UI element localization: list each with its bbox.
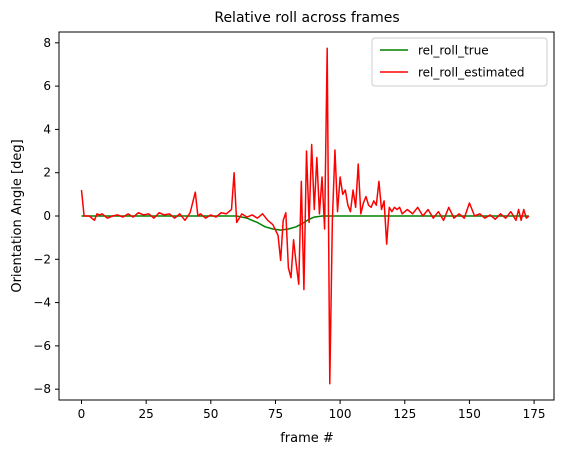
y-tick-label: 2 <box>43 166 51 180</box>
x-axis-label: frame # <box>280 431 334 446</box>
legend-box <box>371 37 548 87</box>
legend-label: rel_roll_true <box>418 44 489 58</box>
legend-label: rel_roll_estimated <box>418 66 525 80</box>
y-tick-label: 8 <box>43 36 51 50</box>
ticks-layer: 0 25 50 75 100 125 150 175 −8 −6 −4 −2 0 2 4 6 8 <box>33 36 545 421</box>
x-tick-label: 175 <box>523 407 546 421</box>
legend: rel_roll_true rel_roll_estimated <box>371 37 548 87</box>
y-tick-label: −4 <box>33 296 51 310</box>
x-tick-label: 25 <box>139 407 154 421</box>
chart-title: Relative roll across frames <box>214 10 399 26</box>
plot-frame <box>58 31 555 401</box>
x-tick-label: 150 <box>458 407 481 421</box>
series-line-rel-roll-estimated <box>80 47 530 385</box>
series-line-rel-roll-true <box>81 215 529 231</box>
x-tick-label: 125 <box>393 407 416 421</box>
y-tick-label: −8 <box>33 382 51 396</box>
x-tick-label: 50 <box>203 407 218 421</box>
series-layer <box>80 47 530 385</box>
y-tick-label: 6 <box>43 79 51 93</box>
x-tick-label: 75 <box>268 407 283 421</box>
y-tick-label: 4 <box>43 122 51 136</box>
x-tick-label: 0 <box>78 407 86 421</box>
y-tick-label: 0 <box>43 209 51 223</box>
plot-area <box>80 47 530 385</box>
y-axis-label: Orientation Angle [deg] <box>10 139 25 292</box>
y-tick-label: −6 <box>33 339 51 353</box>
x-tick-label: 100 <box>329 407 352 421</box>
y-tick-label: −2 <box>33 252 51 266</box>
